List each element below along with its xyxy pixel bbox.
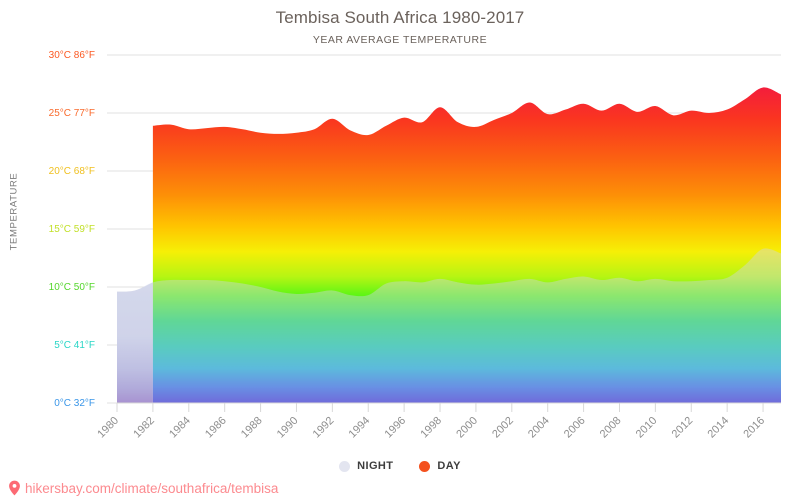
x-tick-label: 2006	[562, 415, 588, 441]
source-url-text: hikersbay.com/climate/southafrica/tembis…	[25, 480, 279, 496]
night-area-early	[117, 282, 153, 403]
y-tick-label: 30°C 86°F	[49, 50, 95, 61]
x-tick-label: 2014	[705, 415, 731, 441]
x-tick-label: 2004	[526, 415, 552, 441]
y-axis-labels: 30°C 86°F 25°C 77°F 20°C 68°F 15°C 59°F 10°C…	[49, 50, 95, 409]
legend-item-night[interactable]: NIGHT	[339, 460, 393, 472]
x-tick-label: 2012	[670, 415, 696, 441]
x-tick-label: 1992	[311, 415, 337, 441]
y-tick-label: 0°C 32°F	[54, 398, 95, 409]
legend-label-night: NIGHT	[357, 460, 394, 472]
y-tick-label: 5°C 41°F	[54, 340, 95, 351]
x-tick-label: 2000	[454, 415, 480, 441]
legend-label-day: DAY	[437, 460, 461, 472]
x-tick-label: 2010	[634, 415, 660, 441]
day-area	[152, 87, 781, 403]
x-tick-label: 2002	[490, 415, 516, 441]
y-tick-label: 20°C 68°F	[49, 166, 95, 177]
chart-legend: NIGHT DAY	[0, 460, 800, 472]
location-pin-icon	[9, 480, 20, 496]
night-swatch-icon	[339, 460, 351, 472]
y-tick-label: 25°C 77°F	[49, 108, 95, 119]
source-link[interactable]: hikersbay.com/climate/southafrica/tembis…	[8, 480, 278, 496]
x-tick-label: 1980	[95, 415, 121, 441]
y-tick-label: 10°C 50°F	[49, 282, 95, 293]
x-tick-label: 1990	[275, 415, 301, 441]
x-tick-label: 1982	[131, 415, 157, 441]
x-tick-label: 2008	[598, 415, 624, 441]
x-tick-label: 1984	[167, 415, 193, 441]
x-tick-label: 1996	[382, 415, 408, 441]
x-tick-label: 1988	[239, 415, 265, 441]
x-axis-labels: 1980 1982 1984 1986 1988 1990 1992 1994 1996 1998…	[95, 415, 767, 441]
x-tick-label: 1998	[418, 415, 444, 441]
x-tick-label: 1994	[347, 415, 373, 441]
chart-plot-area: 30°C 86°F 25°C 77°F 20°C 68°F 15°C 59°F 10°C…	[49, 50, 781, 441]
day-swatch-icon	[419, 460, 431, 472]
legend-item-day[interactable]: DAY	[419, 460, 460, 472]
night-area-overlay	[117, 248, 781, 403]
page-title: Tembisa South Africa 1980-2017	[275, 8, 525, 27]
x-axis-ticks	[116, 403, 764, 412]
x-tick-label: 2016	[741, 415, 767, 441]
chart-subtitle: YEAR AVERAGE TEMPERATURE	[312, 34, 488, 46]
y-tick-label: 15°C 59°F	[49, 224, 95, 235]
x-tick-label: 1986	[203, 415, 229, 441]
